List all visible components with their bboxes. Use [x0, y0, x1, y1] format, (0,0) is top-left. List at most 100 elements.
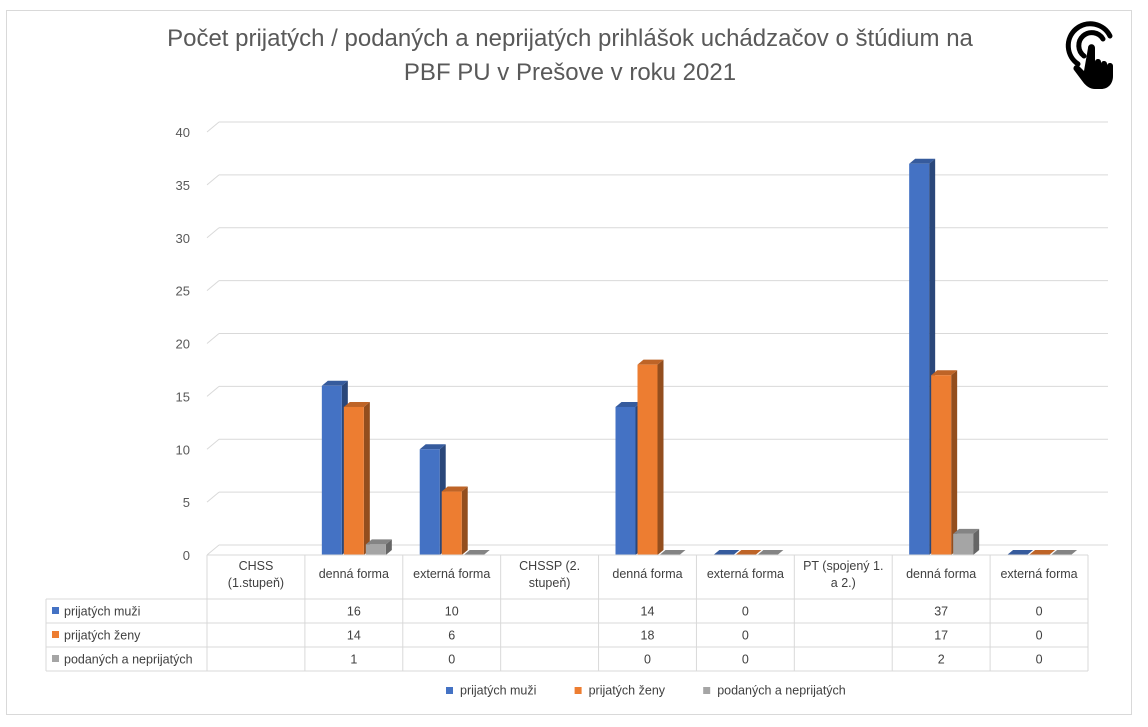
bar-top: [419, 444, 446, 450]
bar-top: [659, 550, 686, 555]
chart-title-line-2: PBF PU v Prešove v roku 2021: [403, 59, 737, 86]
gridline-depth: [206, 121, 220, 133]
bar-front: [953, 533, 974, 555]
bar-side: [461, 486, 468, 555]
bar-top: [735, 550, 762, 555]
chart-frame: [6, 10, 1132, 715]
table-cell-value: 14: [347, 629, 361, 643]
table-cell-value: 2: [938, 653, 945, 667]
bar-top: [463, 550, 490, 555]
bar-top: [931, 370, 958, 376]
category-label: CHSSP (2.: [519, 559, 580, 573]
bar-front: [321, 385, 342, 555]
table-cell-value: 1: [350, 653, 357, 667]
y-tick-label: 0: [183, 548, 190, 563]
legend-item: prijatých muži: [446, 684, 536, 698]
table-cell-value: 0: [742, 605, 749, 619]
table-cell-value: 17: [934, 629, 948, 643]
table-cell-value: 14: [641, 605, 655, 619]
category-label: a 2.): [831, 576, 856, 590]
table-cell-value: 0: [1036, 605, 1043, 619]
category-label: externá forma: [707, 567, 784, 581]
bar-front: [909, 163, 930, 555]
legend-label: podaných a neprijatých: [717, 684, 846, 698]
bar-side: [951, 370, 958, 555]
gridline-depth: [206, 491, 220, 503]
table-row-label: prijatých ženy: [64, 629, 141, 643]
bar-top: [1051, 550, 1078, 555]
bar-front: [343, 406, 364, 555]
bar-top: [343, 401, 370, 407]
bar-front: [365, 544, 386, 555]
bar-top: [321, 380, 348, 386]
bar: [343, 401, 370, 555]
legend: prijatých muži prijatých ženy podaných a n…: [446, 684, 846, 698]
table-cell-value: 37: [934, 605, 948, 619]
y-tick-label: 5: [183, 495, 190, 510]
table-cell-value: 6: [448, 629, 455, 643]
legend-item: prijatých ženy: [574, 684, 666, 698]
category-label: denná forma: [612, 567, 682, 581]
gridline-depth: [206, 280, 220, 292]
bar: [931, 370, 958, 555]
legend-key: [446, 687, 453, 694]
bar-front: [441, 491, 462, 555]
category-label: (1.stupeň): [228, 576, 284, 590]
y-axis-ticks: 0 5 10 15 20 25 30 35 40: [176, 125, 190, 563]
table-cell-value: 16: [347, 605, 361, 619]
gridline-depth: [206, 438, 220, 450]
table-legend-key: [52, 607, 59, 614]
table-row-label: podaných a neprijatých: [64, 653, 193, 667]
bar: [637, 359, 664, 555]
bar-top: [909, 158, 936, 164]
table-cell-value: 0: [448, 653, 455, 667]
category-label: CHSS: [239, 559, 274, 573]
bar: [953, 528, 980, 555]
gridline-depth: [206, 544, 220, 556]
y-tick-label: 10: [176, 442, 190, 457]
table-row-label: prijatých muži: [64, 605, 140, 619]
bar-side: [657, 359, 664, 555]
legend-label: prijatých muži: [460, 684, 536, 698]
legend-key: [703, 687, 711, 694]
table-cell-value: 0: [644, 653, 651, 667]
table-cell-value: 0: [1036, 653, 1043, 667]
table-cell-value: 0: [742, 629, 749, 643]
category-label: denná forma: [906, 567, 976, 581]
category-label: stupeň): [529, 576, 571, 590]
table-legend-key: [52, 655, 59, 662]
bar: [365, 539, 392, 555]
bar-top: [615, 401, 642, 407]
gridline-depth: [206, 385, 220, 397]
bar-top: [1029, 550, 1056, 555]
bar-top: [637, 359, 664, 365]
table-cell-value: 18: [641, 629, 655, 643]
bar-front: [637, 364, 658, 555]
y-tick-label: 20: [176, 337, 190, 352]
touch-hand-icon[interactable]: [1058, 12, 1142, 90]
gridline-depth: [206, 227, 220, 239]
table-cell-value: 0: [742, 653, 749, 667]
category-label: PT (spojený 1.: [803, 559, 883, 573]
bar-top: [757, 550, 784, 555]
y-tick-label: 15: [176, 389, 190, 404]
data-table: CHSS (1.stupeň) denná forma externá forma CH…: [45, 554, 1089, 672]
legend-item: podaných a neprijatých: [703, 684, 846, 698]
bar-top: [1007, 550, 1034, 555]
bar-side: [973, 528, 980, 555]
table-cell-value: 0: [1036, 629, 1043, 643]
bar-side: [363, 401, 370, 555]
category-label: externá forma: [1000, 567, 1077, 581]
bar-top: [953, 528, 980, 534]
chart-title: Počet prijatých / podaných a neprijatých…: [70, 22, 1070, 90]
bar: [441, 486, 468, 555]
gridline-depth: [206, 333, 220, 344]
gridline-depth: [206, 174, 220, 186]
category-label: denná forma: [319, 567, 389, 581]
bar-top: [365, 539, 392, 545]
bars: [321, 158, 1078, 556]
y-tick-label: 30: [176, 231, 190, 246]
bar-side: [385, 539, 392, 555]
bar-top: [713, 550, 740, 555]
